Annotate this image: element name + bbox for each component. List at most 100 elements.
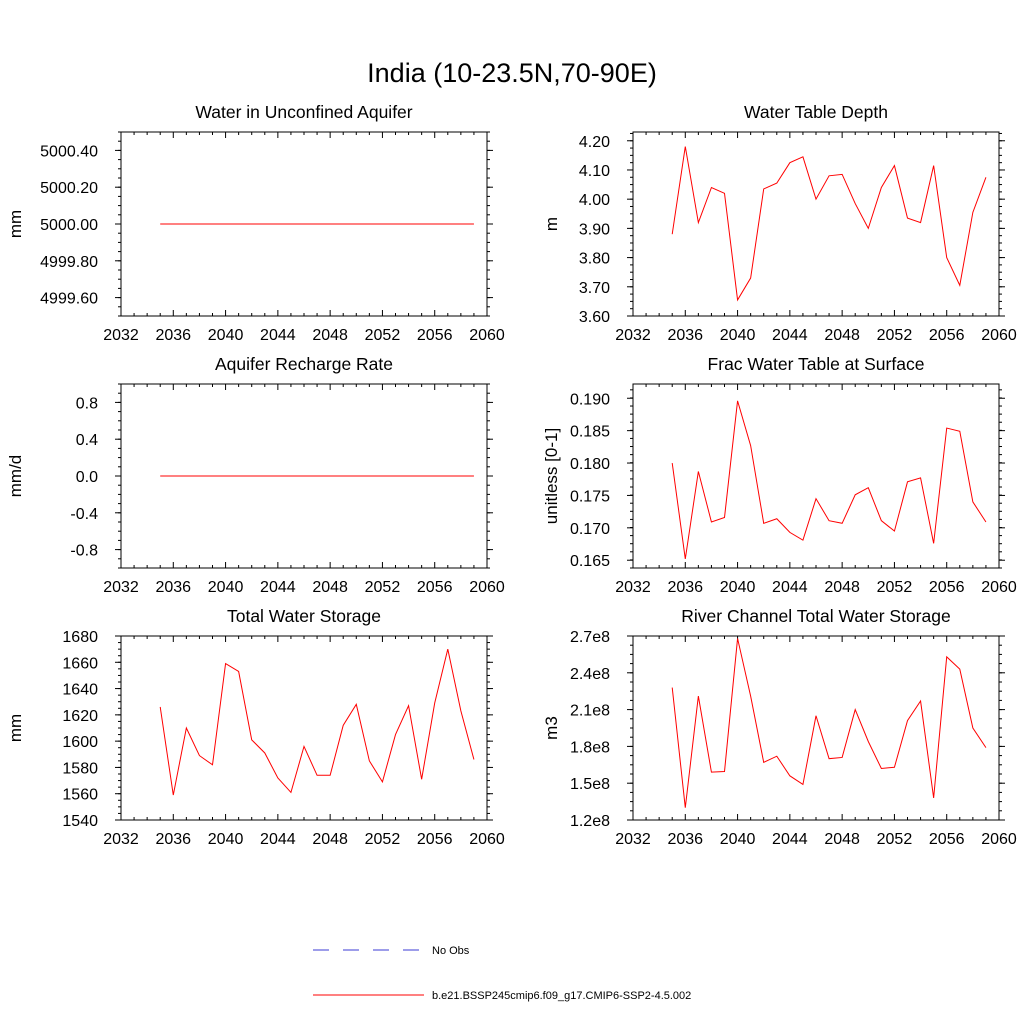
y-tick-label: 3.90: [579, 221, 610, 238]
x-tick-label: 2044: [260, 831, 296, 848]
y-axis-label: mm: [6, 210, 25, 238]
panels: 2032 2036 2040 2044 2048 2052 2056 2060 4999.60 4…: [6, 102, 1017, 848]
panel-title: Total Water Storage: [227, 606, 381, 626]
x-tick-label: 2044: [772, 831, 808, 848]
panel-p4: 2032 2036 2040 2044 2048 2052 2056 2060 0.165 0.1…: [542, 354, 1017, 596]
y-tick-label: 0.165: [570, 553, 610, 570]
y-tick-label: 1660: [62, 655, 98, 672]
y-axis-label: mm/d: [6, 455, 25, 498]
x-tick-label: 2052: [365, 831, 401, 848]
y-tick-label: 4999.80: [40, 254, 98, 271]
y-tick-label: 5000.00: [40, 217, 98, 234]
legend-label-simulation: b.e21.BSSP245cmip6.f09_g17.CMIP6-SSP2-4.…: [432, 990, 691, 1002]
x-tick-label: 2060: [981, 831, 1017, 848]
panel-p5: 2032 2036 2040 2044 2048 2052 2056 2060 1540 1560…: [6, 606, 505, 848]
x-tick-label: 2048: [312, 579, 348, 596]
x-tick-label: 2048: [824, 579, 860, 596]
y-tick-label: 0.4: [76, 432, 98, 449]
y-tick-label: -0.8: [70, 543, 98, 560]
x-tick-label: 2036: [155, 579, 191, 596]
y-tick-label: 0.170: [570, 521, 610, 538]
y-tick-label: 3.60: [579, 309, 610, 326]
data-series-line: [159, 649, 475, 796]
x-tick-label: 2036: [155, 831, 191, 848]
y-tick-label: 0.8: [76, 395, 98, 412]
y-tick-label: 1600: [62, 734, 98, 751]
x-tick-label: 2048: [312, 327, 348, 344]
y-tick-label: 0.180: [570, 456, 610, 473]
x-tick-label: 2056: [417, 327, 453, 344]
x-tick-label: 2036: [667, 831, 703, 848]
x-tick-label: 2036: [155, 327, 191, 344]
x-tick-label: 2040: [208, 831, 244, 848]
y-axis-label: m: [542, 217, 561, 231]
x-tick-label: 2044: [772, 579, 808, 596]
y-axis-label: m3: [542, 716, 561, 740]
x-tick-label: 2032: [615, 579, 651, 596]
y-tick-label: 4999.60: [40, 291, 98, 308]
y-tick-label: 1560: [62, 787, 98, 804]
y-axis-label: unitless [0-1]: [542, 428, 561, 524]
y-tick-label: 5000.20: [40, 180, 98, 197]
y-tick-label: 3.80: [579, 251, 610, 268]
legend-entry-no-obs: No Obs: [313, 945, 470, 957]
y-tick-label: 1540: [62, 813, 98, 830]
x-tick-label: 2040: [720, 579, 756, 596]
y-tick-label: 5000.40: [40, 143, 98, 160]
panel-title: Aquifer Recharge Rate: [215, 354, 393, 374]
y-tick-label: 1.2e8: [570, 813, 610, 830]
plot-frame: [120, 635, 488, 821]
x-tick-label: 2056: [417, 831, 453, 848]
y-tick-label: 0.175: [570, 488, 610, 505]
y-tick-label: 1.5e8: [570, 776, 610, 793]
x-tick-label: 2052: [365, 327, 401, 344]
x-tick-label: 2040: [720, 327, 756, 344]
x-tick-label: 2052: [877, 831, 913, 848]
x-tick-label: 2056: [929, 831, 965, 848]
x-tick-label: 2040: [208, 327, 244, 344]
plot-frame: [632, 635, 1000, 821]
legend-entry-simulation: b.e21.BSSP245cmip6.f09_g17.CMIP6-SSP2-4.…: [313, 990, 691, 1002]
data-series-line: [671, 638, 987, 808]
legend: No Obs b.e21.BSSP245cmip6.f09_g17.CMIP6-…: [313, 945, 691, 1002]
panel-p1: 2032 2036 2040 2044 2048 2052 2056 2060 4999.60 4…: [6, 102, 505, 344]
y-tick-label: 4.20: [579, 134, 610, 151]
panel-p2: 2032 2036 2040 2044 2048 2052 2056 2060 3.60 3.70…: [542, 102, 1017, 344]
figure-title: India (10-23.5N,70-90E): [367, 58, 657, 88]
x-tick-label: 2048: [312, 831, 348, 848]
y-tick-label: 0.0: [76, 469, 98, 486]
data-series-line: [671, 146, 987, 302]
x-tick-label: 2052: [877, 327, 913, 344]
y-tick-label: 1620: [62, 708, 98, 725]
x-tick-label: 2052: [365, 579, 401, 596]
y-tick-label: 2.4e8: [570, 666, 610, 683]
x-tick-label: 2036: [667, 579, 703, 596]
x-tick-label: 2044: [260, 579, 296, 596]
x-tick-label: 2060: [469, 831, 505, 848]
y-tick-label: 1.8e8: [570, 739, 610, 756]
y-tick-label: 2.7e8: [570, 629, 610, 646]
x-tick-label: 2060: [981, 327, 1017, 344]
y-tick-label: -0.4: [70, 506, 98, 523]
y-tick-label: 4.00: [579, 192, 610, 209]
panel-p3: 2032 2036 2040 2044 2048 2052 2056 2060 -0.8 -0.4…: [6, 354, 505, 596]
x-tick-label: 2060: [469, 327, 505, 344]
x-tick-label: 2032: [103, 831, 139, 848]
x-tick-label: 2036: [667, 327, 703, 344]
y-tick-label: 3.70: [579, 280, 610, 297]
y-tick-label: 1680: [62, 629, 98, 646]
y-tick-label: 1640: [62, 682, 98, 699]
x-tick-label: 2032: [103, 327, 139, 344]
x-tick-label: 2048: [824, 327, 860, 344]
panel-title: Water in Unconfined Aquifer: [195, 102, 412, 122]
x-tick-label: 2032: [103, 579, 139, 596]
x-tick-label: 2056: [929, 579, 965, 596]
y-tick-label: 0.185: [570, 424, 610, 441]
y-tick-label: 4.10: [579, 163, 610, 180]
x-tick-label: 2056: [929, 327, 965, 344]
x-tick-label: 2032: [615, 831, 651, 848]
y-tick-label: 2.1e8: [570, 703, 610, 720]
x-tick-label: 2048: [824, 831, 860, 848]
y-axis-label: mm: [6, 714, 25, 742]
